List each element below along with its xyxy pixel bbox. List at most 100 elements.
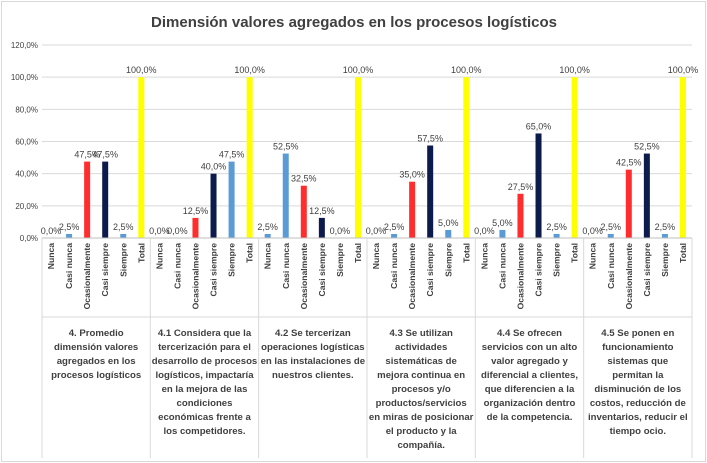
bar <box>427 145 434 238</box>
category-label: Total <box>570 243 580 263</box>
bar <box>571 77 578 239</box>
data-label: 0,0% <box>474 226 495 236</box>
bar <box>228 161 235 238</box>
bar <box>661 233 668 238</box>
y-tick-label: 20,0% <box>15 202 38 211</box>
group-label-line: organización dentro <box>484 398 576 409</box>
data-label: 5,0% <box>492 218 513 228</box>
group-label-line: funcionamiento <box>602 342 674 353</box>
category-label: Siempre <box>552 243 562 277</box>
bar <box>102 161 109 238</box>
category-label: Casi nunca <box>281 243 291 289</box>
bar <box>409 181 416 238</box>
group-label-line: servicios con un alto <box>482 342 578 353</box>
group-label-line: 4.1 Considera que la <box>158 328 252 339</box>
category-label: Siempre <box>443 243 453 277</box>
y-tick-label: 40,0% <box>15 170 38 179</box>
category-label: Siempre <box>335 243 345 277</box>
group-label-line: en miras de posicionar <box>369 412 474 423</box>
axes: 0,0% 20,0% 40,0% 60,0% 80,0% 100,0% 120,0% Nunc… <box>11 41 693 458</box>
group-label-line: tiempo ocio. <box>610 426 667 437</box>
group-label-line: económicas frente a <box>158 412 251 423</box>
data-label: 47,5% <box>219 150 245 160</box>
data-label: 100,0% <box>668 65 699 75</box>
category-label: Total <box>245 243 255 263</box>
bar <box>210 173 217 238</box>
data-label: 100,0% <box>126 65 157 75</box>
category-label: Casi nunca <box>497 243 507 289</box>
category-label: Nunca <box>46 243 56 269</box>
bar <box>138 77 145 239</box>
bar <box>300 185 307 238</box>
data-label: 100,0% <box>451 65 482 75</box>
bar <box>246 77 253 239</box>
data-label: 100,0% <box>234 65 265 75</box>
data-label: 65,0% <box>526 121 552 131</box>
category-label: Nunca <box>154 243 164 269</box>
data-label: 27,5% <box>508 182 534 192</box>
data-label: 0,0% <box>167 226 188 236</box>
group-label-line: procesos y/o <box>392 384 451 395</box>
category-label: Casi siempre <box>425 243 435 297</box>
group-label-line: nuestros clientes. <box>272 370 354 381</box>
category-label: Casi siempre <box>534 243 544 297</box>
group-label-line: costos, reducción de <box>590 398 686 409</box>
category-label: Casi nunca <box>64 243 74 289</box>
bar <box>318 217 325 238</box>
category-label: Ocasionalmente <box>407 243 417 310</box>
group-label-line: de la competencia. <box>487 412 573 423</box>
category-label: Total <box>353 243 363 263</box>
data-label: 57,5% <box>417 134 443 144</box>
category-label: Siempre <box>227 243 237 277</box>
group-label-line: 4.5 Se ponen en <box>601 328 674 339</box>
bar <box>66 233 73 238</box>
y-tick-label: 0,0% <box>20 234 38 243</box>
y-tick-label: 80,0% <box>15 105 38 114</box>
bar <box>354 77 361 239</box>
group-label-line: permitan la <box>612 370 664 381</box>
group-label-line: dimensión valores <box>54 342 138 353</box>
bar <box>643 153 650 238</box>
group-label-line: en las instalaciones de <box>261 356 366 367</box>
data-label: 52,5% <box>634 142 660 152</box>
category-label: Total <box>136 243 146 263</box>
data-label: 0,0% <box>366 226 387 236</box>
group-label-line: logísticos, impactaría <box>155 370 254 381</box>
group-label-line: procesos logísticos <box>51 370 141 381</box>
data-label: 12,5% <box>183 206 209 216</box>
data-label: 2,5% <box>600 222 621 232</box>
category-label: Nunca <box>371 243 381 269</box>
group-label-line: en la mejora de las <box>162 384 248 395</box>
category-label: Total <box>678 243 688 263</box>
category-label: Casi siempre <box>209 243 219 297</box>
bar <box>445 229 452 238</box>
category-label: Ocasionalmente <box>624 243 634 310</box>
data-label: 100,0% <box>343 65 374 75</box>
group-label-line: disminución de los <box>594 384 681 395</box>
bar <box>391 233 398 238</box>
data-label: 32,5% <box>291 174 317 184</box>
data-label: 42,5% <box>616 158 642 168</box>
bar <box>282 153 289 238</box>
group-label-line: inventarios, reducir el <box>588 412 688 423</box>
group-label-line: mejora continua en <box>377 370 465 381</box>
data-label: 12,5% <box>309 206 335 216</box>
data-label: 0,0% <box>582 226 603 236</box>
data-label: 0,0% <box>330 226 351 236</box>
category-label: Casi nunca <box>606 243 616 289</box>
data-label: 2,5% <box>384 222 405 232</box>
bar <box>535 133 542 238</box>
data-label: 35,0% <box>399 170 425 180</box>
bar <box>84 161 91 238</box>
data-label: 5,0% <box>438 218 459 228</box>
group-label-line: condiciones <box>177 398 233 409</box>
group-label-line: 4. Promedio <box>69 328 124 339</box>
bar <box>120 233 127 238</box>
data-label: 0,0% <box>41 226 62 236</box>
group-label-line: sistemas que <box>607 356 668 367</box>
bar <box>607 233 614 238</box>
bar <box>499 229 506 238</box>
category-label: Ocasionalmente <box>299 243 309 310</box>
